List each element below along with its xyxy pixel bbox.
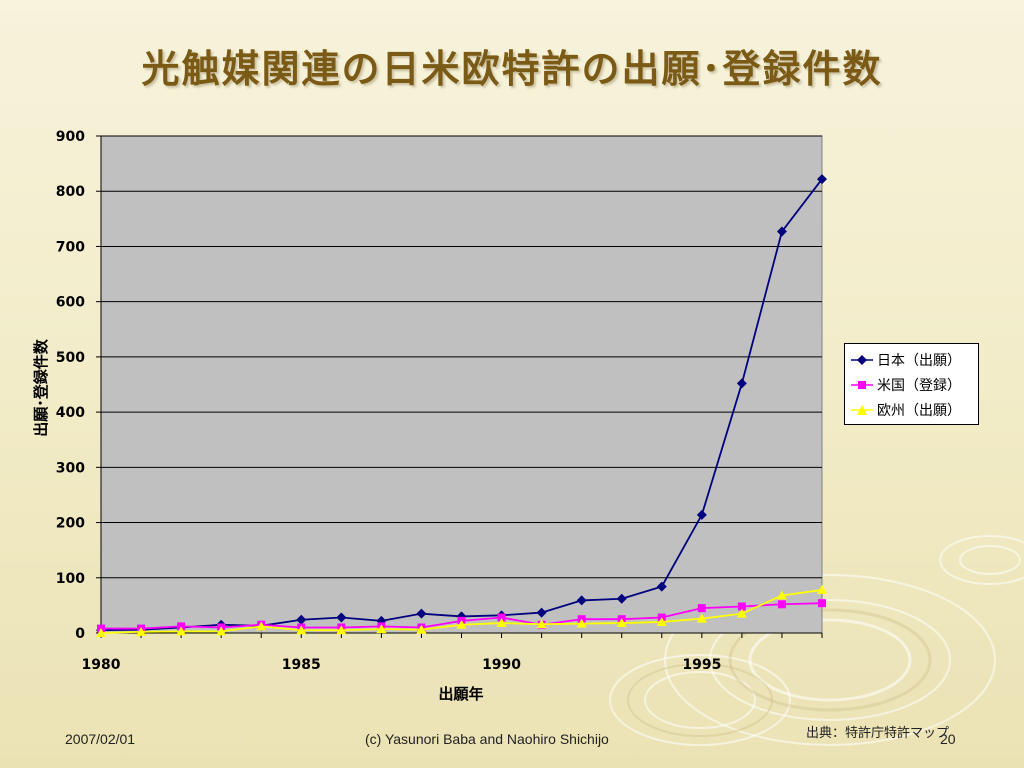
y-tick-label: 0	[75, 626, 85, 642]
data-point	[256, 621, 267, 631]
data-point	[376, 624, 387, 634]
data-point	[456, 619, 467, 629]
y-tick-label: 700	[56, 239, 85, 255]
data-point	[416, 624, 427, 634]
data-point	[336, 612, 347, 623]
data-point	[817, 174, 827, 185]
data-point	[576, 595, 587, 606]
y-axis-label: 出願･登録件数	[32, 338, 50, 437]
data-point	[776, 590, 787, 600]
data-point	[736, 378, 747, 389]
y-tick-label: 200	[56, 516, 85, 532]
data-point	[216, 626, 227, 636]
data-point	[736, 608, 747, 618]
footer-date: 2007/02/01	[65, 731, 136, 747]
data-point	[656, 581, 667, 592]
data-point	[818, 599, 826, 608]
footer-copyright: (c) Yasunori Baba and Naohiro Shichijo	[365, 731, 609, 747]
data-point	[416, 608, 427, 619]
plot-area	[100, 135, 823, 634]
data-point	[616, 593, 627, 604]
x-tick-label: 1995	[682, 657, 721, 673]
data-point	[777, 600, 786, 609]
y-tick-label: 800	[56, 184, 85, 200]
data-point	[696, 613, 707, 623]
data-point	[496, 618, 507, 628]
data-point	[536, 619, 547, 629]
data-point	[737, 602, 746, 611]
legend-item-europe: 欧州（出願）	[851, 397, 978, 422]
legend-label-europe: 欧州（出願）	[877, 402, 961, 419]
slide-title: 光触媒関連の日米欧特許の出願･登録件数	[141, 47, 883, 91]
legend-label-us: 米国（登録）	[877, 377, 961, 394]
y-tick-label: 600	[56, 295, 85, 311]
y-tick-label: 500	[56, 350, 85, 366]
y-tick-label: 400	[56, 405, 85, 421]
x-tick-label: 1990	[482, 657, 521, 673]
triangle-marker-icon	[851, 404, 873, 415]
legend-item-japan: 日本（出願）	[851, 347, 978, 372]
data-point	[497, 613, 506, 622]
data-point	[817, 584, 827, 594]
x-tick-label: 1980	[82, 657, 121, 673]
y-tick-label: 300	[56, 460, 85, 476]
data-point	[576, 618, 587, 628]
data-point	[536, 607, 547, 618]
x-tick-label: 1985	[282, 657, 321, 673]
data-point	[296, 614, 307, 625]
data-point	[336, 625, 347, 635]
chart-legend: 日本（出願） 米国（登録） 欧州（出願）	[844, 343, 979, 425]
footer-source: 出典：特許庁特許マップ	[806, 725, 950, 740]
data-point	[616, 618, 627, 628]
data-point	[296, 625, 307, 635]
data-point	[136, 626, 147, 636]
data-point	[656, 616, 667, 626]
data-point	[697, 604, 706, 613]
x-axis-label: 出願年	[438, 685, 483, 703]
data-point	[96, 628, 106, 637]
data-point	[696, 509, 707, 520]
legend-item-us: 米国（登録）	[851, 372, 978, 397]
diamond-marker-icon	[851, 354, 873, 365]
y-tick-label: 900	[56, 129, 85, 145]
data-point	[776, 226, 787, 237]
y-tick-label: 100	[56, 571, 85, 587]
legend-label-japan: 日本（出願）	[877, 352, 961, 369]
page-number: 20	[940, 731, 956, 747]
data-point	[176, 626, 187, 636]
square-marker-icon	[851, 380, 873, 389]
